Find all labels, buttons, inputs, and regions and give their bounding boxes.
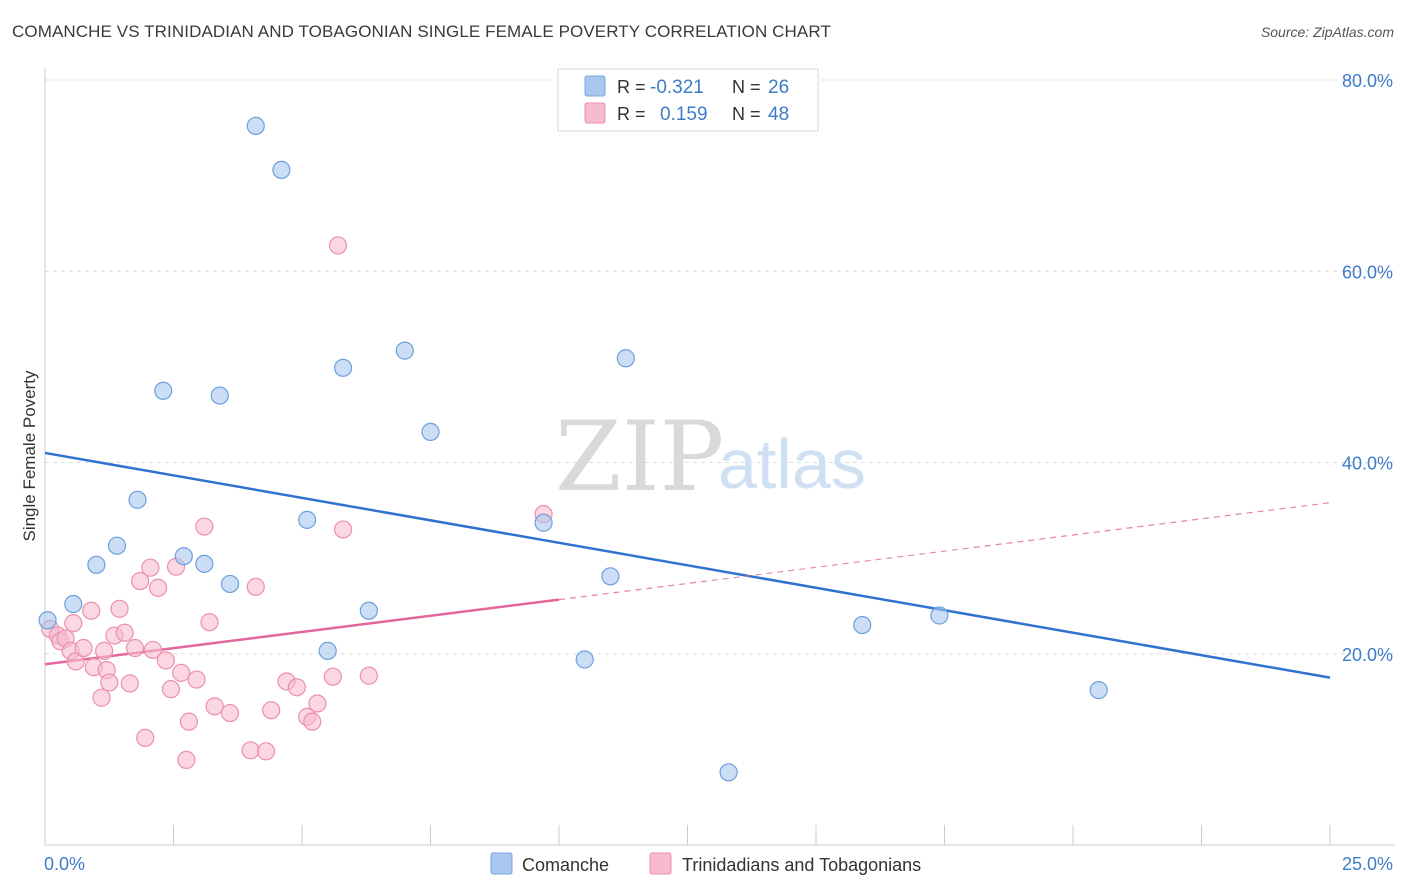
- point-comanche-2: [87, 555, 106, 574]
- chart-title: COMANCHE VS TRINIDADIAN AND TOBAGONIAN S…: [12, 22, 831, 41]
- watermark: ZIP atlas: [555, 401, 866, 513]
- legend-swatch-comanche: [584, 75, 606, 97]
- point-comanche-23: [853, 615, 872, 635]
- point-trinidadian-37: [256, 742, 276, 761]
- point-trinidadian-15: [110, 599, 129, 618]
- point-trinidadian-36: [246, 577, 265, 596]
- point-trinidadian-21: [141, 558, 160, 577]
- point-trinidadian-33: [205, 697, 224, 716]
- legend-n-label-1: N =: [732, 104, 761, 124]
- x-tick-label-1: 25.0%: [1342, 854, 1393, 874]
- point-trinidadian-23: [148, 578, 168, 597]
- point-comanche-21: [616, 349, 635, 368]
- point-trinidadian-6: [66, 652, 85, 671]
- legend-n-label-0: N =: [732, 77, 761, 97]
- legend-r-value-0: -0.321: [650, 77, 704, 98]
- watermark-atlas: atlas: [718, 425, 866, 503]
- point-trinidadian-13: [100, 673, 119, 692]
- point-comanche-11: [272, 160, 291, 179]
- y-tick-labels: 20.0% 40.0% 60.0% 80.0%: [1342, 71, 1393, 665]
- y-tick-label-0: 20.0%: [1342, 645, 1393, 665]
- point-comanche-0: [38, 611, 57, 630]
- point-comanche-10: [246, 116, 265, 136]
- point-trinidadian-27: [172, 663, 191, 682]
- point-trinidadian-5: [64, 614, 83, 633]
- point-trinidadian-30: [187, 670, 206, 689]
- point-comanche-22: [719, 763, 738, 782]
- point-trinidadian-38: [262, 701, 281, 720]
- point-trinidadian-47: [359, 666, 378, 685]
- x-tick-labels: 0.0% 25.0%: [44, 854, 1393, 874]
- x-tick-label-0: 0.0%: [44, 854, 85, 874]
- y-tick-label-1: 40.0%: [1342, 454, 1393, 474]
- point-comanche-12: [298, 510, 317, 529]
- trend-line-solid-0: [44, 451, 1331, 679]
- point-comanche-19: [575, 650, 594, 669]
- point-trinidadian-40: [287, 678, 306, 697]
- point-comanche-9: [220, 574, 240, 594]
- legend-swatch-comanche-bottom: [490, 852, 513, 875]
- point-comanche-20: [601, 567, 620, 586]
- point-comanche-3: [107, 536, 127, 555]
- point-trinidadian-45: [328, 236, 348, 255]
- point-comanche-25: [1089, 680, 1108, 700]
- point-comanche-17: [421, 422, 440, 441]
- data-points: [38, 116, 1108, 782]
- point-comanche-13: [318, 641, 337, 660]
- point-trinidadian-34: [220, 703, 240, 723]
- point-trinidadian-29: [179, 712, 199, 731]
- point-trinidadian-42: [303, 712, 322, 731]
- correlation-legend: R = -0.321 N = 26 R = 0.159 N = 48: [557, 68, 819, 132]
- legend-n-value-0: 26: [768, 77, 789, 98]
- legend-n-value-1: 48: [768, 104, 789, 125]
- y-axis-title: Single Female Poverty: [20, 370, 39, 542]
- point-trinidadian-19: [130, 571, 150, 591]
- series-legend: Comanche Trinidadians and Tobagonians: [490, 852, 921, 875]
- point-comanche-15: [359, 601, 378, 620]
- grid-lines: [45, 79, 1395, 655]
- point-trinidadian-16: [115, 623, 134, 642]
- point-trinidadian-11: [95, 641, 114, 660]
- point-comanche-14: [334, 358, 353, 377]
- point-trinidadian-25: [161, 680, 181, 699]
- y-tick-label-2: 60.0%: [1342, 262, 1393, 282]
- point-trinidadian-18: [125, 638, 145, 658]
- point-comanche-6: [174, 547, 193, 566]
- point-comanche-16: [395, 341, 414, 360]
- point-trinidadian-20: [136, 728, 155, 748]
- point-trinidadian-32: [200, 613, 219, 632]
- point-trinidadian-44: [323, 667, 342, 686]
- point-trinidadian-17: [120, 674, 139, 693]
- watermark-zip: ZIP: [555, 401, 724, 513]
- legend-swatch-trinidadian: [584, 102, 606, 124]
- point-trinidadian-10: [92, 688, 111, 707]
- legend-swatch-trinidadian-bottom: [649, 852, 672, 875]
- legend-label-comanche: Comanche: [522, 855, 609, 875]
- point-comanche-1: [64, 594, 83, 614]
- legend-label-trinidadian: Trinidadians and Tobagonians: [682, 855, 921, 875]
- point-comanche-8: [210, 386, 229, 405]
- point-trinidadian-24: [156, 651, 175, 670]
- point-trinidadian-28: [177, 750, 196, 769]
- point-comanche-5: [154, 381, 173, 400]
- legend-r-label-1: R =: [617, 104, 646, 124]
- source-label: Source: ZipAtlas.com: [1260, 24, 1394, 40]
- point-comanche-4: [128, 490, 147, 509]
- point-trinidadian-8: [82, 601, 101, 620]
- point-trinidadian-35: [241, 741, 260, 760]
- point-trinidadian-43: [308, 694, 327, 713]
- point-comanche-24: [930, 606, 949, 625]
- legend-r-value-1: 0.159: [660, 104, 708, 125]
- point-comanche-7: [195, 554, 214, 573]
- trend-line-dashed-1: [558, 502, 1331, 601]
- point-trinidadian-7: [74, 638, 93, 658]
- axes: [44, 68, 1395, 846]
- legend-r-label-0: R =: [617, 77, 646, 97]
- point-comanche-18: [534, 513, 553, 532]
- y-tick-label-3: 80.0%: [1342, 71, 1393, 91]
- point-trinidadian-31: [195, 517, 214, 536]
- point-trinidadian-22: [143, 640, 163, 660]
- point-trinidadian-46: [334, 520, 353, 539]
